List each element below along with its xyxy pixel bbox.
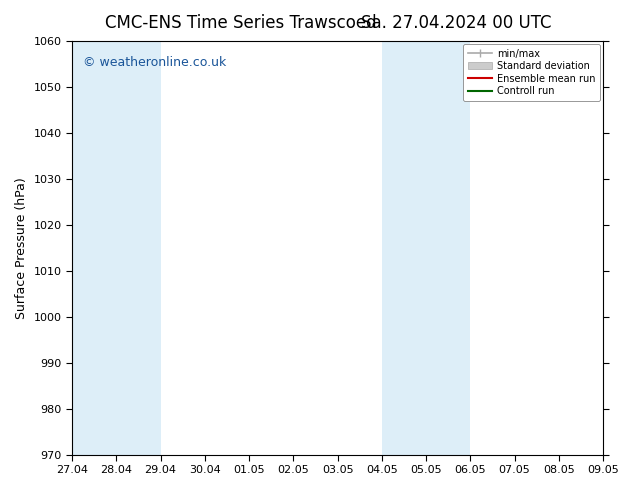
Bar	[426, 41, 470, 455]
Y-axis label: Surface Pressure (hPa): Surface Pressure (hPa)	[15, 177, 28, 318]
Bar	[72, 41, 117, 455]
Bar	[117, 41, 160, 455]
Text: © weatheronline.co.uk: © weatheronline.co.uk	[82, 55, 226, 69]
Text: Sa. 27.04.2024 00 UTC: Sa. 27.04.2024 00 UTC	[361, 14, 552, 32]
Legend: min/max, Standard deviation, Ensemble mean run, Controll run: min/max, Standard deviation, Ensemble me…	[463, 44, 600, 101]
Text: CMC-ENS Time Series Trawscoed: CMC-ENS Time Series Trawscoed	[105, 14, 377, 32]
Bar	[382, 41, 426, 455]
